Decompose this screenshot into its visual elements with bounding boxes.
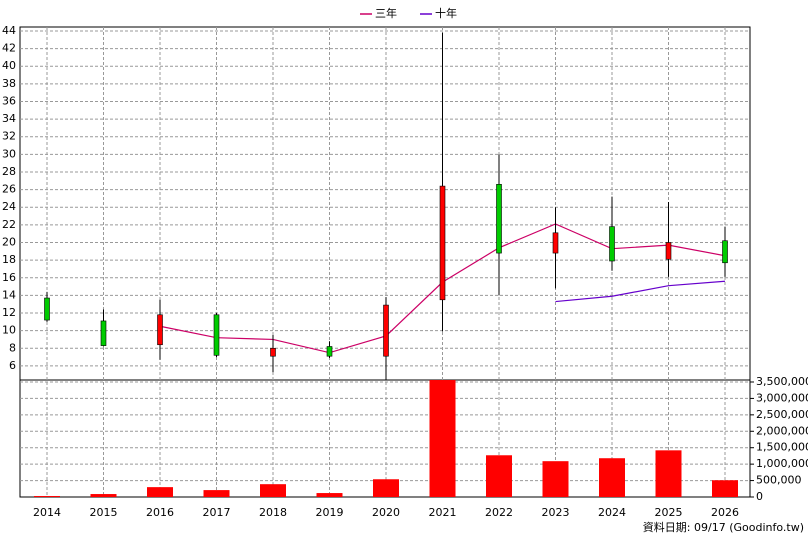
volume-bar xyxy=(260,484,286,497)
y-tick-label: 44 xyxy=(2,24,16,37)
volume-bar xyxy=(599,458,625,497)
y-tick-label: 30 xyxy=(2,147,16,160)
x-tick-label: 2026 xyxy=(711,506,739,519)
volume-bar xyxy=(373,479,399,497)
volume-bar xyxy=(542,461,569,497)
candle-body xyxy=(100,320,107,346)
x-tick-label: 2020 xyxy=(372,506,400,519)
volume-tick-label: 0 xyxy=(756,490,763,503)
candle-body xyxy=(44,297,50,321)
plot-frame xyxy=(19,26,751,498)
y-tick-label: 22 xyxy=(2,218,16,231)
line-series xyxy=(555,280,726,303)
volume-tick-label: 2,000,000 xyxy=(756,424,808,437)
y-tick-label: 16 xyxy=(2,271,16,284)
candle-body xyxy=(270,347,276,357)
legend-label: 十年 xyxy=(435,6,457,20)
x-tick-label: 2016 xyxy=(146,506,174,519)
y-tick-label: 6 xyxy=(9,359,16,372)
candle-body xyxy=(609,226,615,262)
volume-bar xyxy=(34,496,60,497)
footnote: 資料日期: 09/17 (Goodinfo.tw) xyxy=(643,520,804,534)
y-tick-label: 12 xyxy=(2,306,16,319)
y-tick-label: 26 xyxy=(2,183,16,196)
x-tick-label: 2022 xyxy=(485,506,513,519)
volume-tick-label: 1,500,000 xyxy=(756,441,808,454)
candle-body xyxy=(552,232,559,254)
candle-body xyxy=(157,314,163,346)
volume-tick-label: 500,000 xyxy=(756,474,802,487)
y-tick-label: 28 xyxy=(2,165,16,178)
volume-bar xyxy=(203,490,230,497)
candle-body xyxy=(439,185,446,301)
volume-tick-label: 1,000,000 xyxy=(756,457,808,470)
volume-bar xyxy=(147,487,173,497)
y-tick-label: 10 xyxy=(2,324,16,337)
volume-bar xyxy=(429,380,456,497)
candle-body xyxy=(383,304,389,357)
y-tick-label: 8 xyxy=(9,341,16,354)
volume-bar xyxy=(712,480,738,497)
volume-bar xyxy=(90,494,117,497)
volume-tick-label: 3,500,000 xyxy=(756,375,808,388)
candle-body xyxy=(326,346,333,357)
candle-body xyxy=(665,242,672,260)
x-tick-label: 2023 xyxy=(542,506,570,519)
x-tick-label: 2019 xyxy=(316,506,344,519)
y-tick-label: 36 xyxy=(2,94,16,107)
x-tick-label: 2021 xyxy=(429,506,457,519)
y-tick-label: 34 xyxy=(2,112,16,125)
y-tick-label: 32 xyxy=(2,130,16,143)
candle-body xyxy=(213,314,220,356)
x-tick-label: 2015 xyxy=(90,506,118,519)
volume-bar xyxy=(316,493,343,497)
x-tick-label: 2025 xyxy=(655,506,683,519)
volume-tick-label: 3,000,000 xyxy=(756,391,808,404)
y-tick-label: 38 xyxy=(2,77,16,90)
y-tick-label: 20 xyxy=(2,236,16,249)
y-tick-label: 14 xyxy=(2,288,16,301)
x-tick-label: 2014 xyxy=(33,506,61,519)
candle-body xyxy=(722,240,728,264)
x-tick-label: 2017 xyxy=(203,506,231,519)
candle-body xyxy=(496,184,502,254)
y-tick-label: 18 xyxy=(2,253,16,266)
volume-bar xyxy=(655,450,682,497)
y-tick-label: 24 xyxy=(2,200,16,213)
volume-tick-label: 2,500,000 xyxy=(756,408,808,421)
legend-label: 三年 xyxy=(375,6,397,20)
x-tick-label: 2018 xyxy=(259,506,287,519)
y-tick-label: 42 xyxy=(2,42,16,55)
x-tick-label: 2024 xyxy=(598,506,626,519)
y-tick-label: 40 xyxy=(2,59,16,72)
volume-bar xyxy=(486,455,512,497)
